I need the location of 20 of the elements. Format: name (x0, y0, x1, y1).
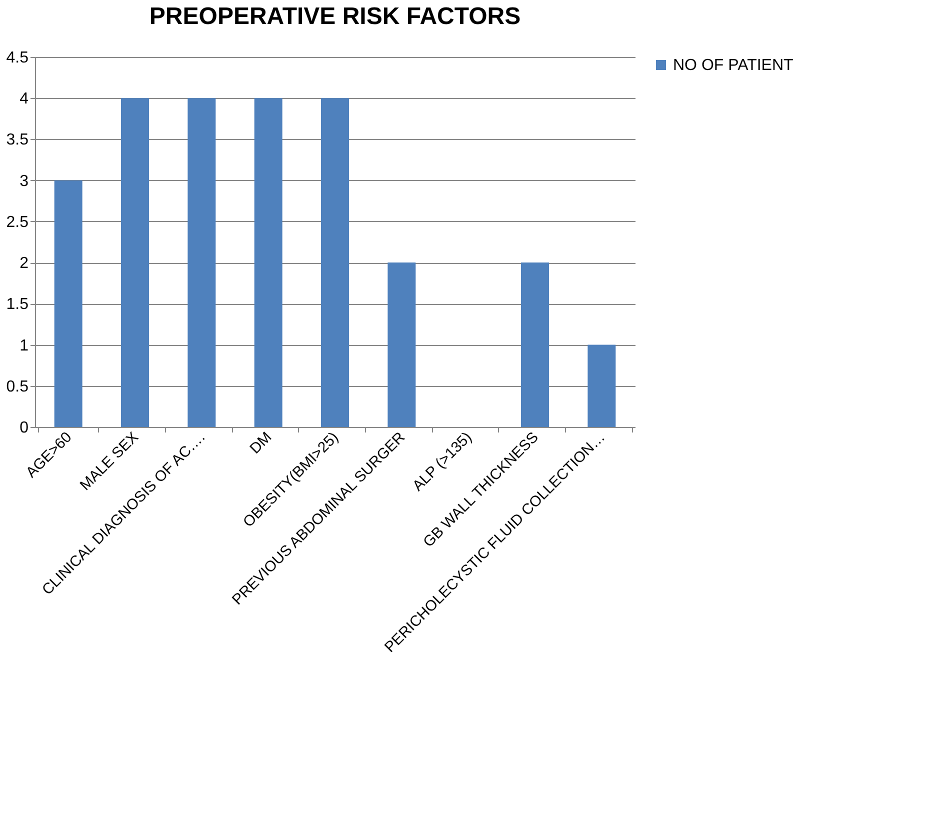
bar (321, 98, 349, 427)
y-tick-label: 0.5 (6, 378, 29, 396)
legend-label: NO OF PATIENT (673, 57, 794, 74)
bar (521, 262, 549, 427)
bar (388, 262, 416, 427)
y-tick-label: 2 (20, 255, 29, 272)
y-tick-label: 1 (20, 337, 29, 354)
bar (188, 98, 216, 427)
bar (121, 98, 149, 427)
y-tick-label: 2.5 (6, 214, 29, 231)
y-tick-label: 3 (20, 172, 29, 190)
y-tick-label: 4.5 (6, 50, 29, 66)
bar (254, 98, 282, 427)
y-tick-label: 0 (20, 420, 29, 436)
y-tick-label: 3.5 (6, 132, 29, 149)
bar (54, 180, 82, 427)
y-tick-label: 1.5 (6, 296, 29, 314)
bar (588, 344, 616, 427)
y-tick-label: 4 (20, 90, 29, 108)
chart-title: PREOPERATIVE RISK FACTORS (149, 3, 521, 30)
